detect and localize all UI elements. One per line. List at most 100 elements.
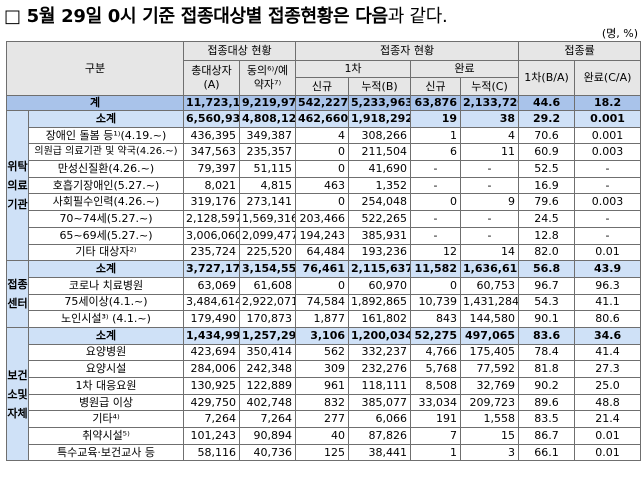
cell-r2: 0.001 [574, 126, 642, 145]
table-row: 의원급 의료기관 및 약국(4.26.~) 347,563 235,357 0 211,… [7, 143, 642, 162]
cell-b: 60,970 [348, 276, 411, 295]
row-label: 75세이상(4.1.~) [28, 293, 184, 312]
cell-n2: 1 [410, 443, 461, 462]
cell-n1: 0 [295, 193, 349, 212]
cell-a: 3,727,173 [183, 260, 240, 278]
table-row: 사회필수인력(4.26.~) 319,176 273,141 0 254,048 0 9 79… [7, 193, 642, 212]
cell-cc: 9 [459, 193, 520, 212]
cell-r2: - [574, 210, 642, 228]
cell-r2: 96.3 [574, 276, 642, 295]
cell-c: 402,748 [239, 393, 296, 412]
header-rate2: 완료(C/A) [574, 60, 642, 96]
cell-a: 2,128,597 [183, 210, 240, 228]
row-label: 소계 [28, 110, 184, 128]
table-row: 기타 대상자²⁾ 235,724 225,520 64,484 193,236 12 14 8… [7, 243, 642, 262]
subtotal-row: 보건소및자체소계1,434,9981,257,2933,1061,200,034… [6, 326, 642, 462]
row-label: 계 [6, 95, 184, 111]
table-row: 코로나 치료병원 63,069 61,608 0 60,970 0 60,753 96.7 96… [7, 276, 642, 295]
table-row: 노인시설³⁾ (4.1.~) 179,490 170,873 1,877 161,802… [7, 310, 642, 328]
row-label: 병원급 이상 [28, 393, 184, 412]
row-label: 소계 [28, 326, 184, 345]
row-label: 호흡기장애인(5.27.~) [28, 176, 184, 195]
cell-r1: 81.8 [518, 360, 576, 378]
row-label: 장애인 돌봄 등¹⁾(4.19.~) [28, 126, 184, 145]
cell-c: 242,348 [239, 360, 296, 378]
cell-b: 1,352 [348, 176, 411, 195]
row-label: 요양시설 [28, 360, 184, 378]
cell-c: 1,257,293 [239, 326, 296, 345]
page-title: □ 5월 29일 0시 기준 접종대상별 접종현황은 다음과 같다. [4, 6, 448, 27]
table-row: 병원급 이상 429,750 402,748 832 385,077 33,034 209,… [7, 393, 642, 412]
table-row: 취약시설⁵⁾ 101,243 90,894 40 87,826 7 15 86.7 0.01 [7, 427, 642, 445]
row-label: 70~74세(5.27.~) [28, 210, 184, 228]
cell-n1: 832 [295, 393, 349, 412]
cell-r2: 41.1 [574, 293, 642, 312]
cell-c: 350,414 [239, 343, 296, 362]
cell-b: 6,066 [348, 410, 411, 429]
cell-n2: 19 [410, 110, 461, 128]
subtotal-row: 접종센터소계3,727,1733,154,55276,4612,115,6371… [6, 260, 642, 328]
cell-c: 273,141 [239, 193, 296, 212]
cell-r2: 0.01 [574, 243, 642, 262]
header-rate1: 1차(B/A) [518, 60, 576, 96]
header-cum-b: 누적(B) [348, 77, 411, 96]
cell-n2: - [410, 226, 461, 245]
cell-c: 40,736 [239, 443, 296, 462]
cell-r2: 80.6 [574, 310, 642, 328]
cell-a: 8,021 [183, 176, 240, 195]
cell-b: 41,690 [348, 160, 411, 178]
cell-cc: 14 [459, 243, 520, 262]
cell-n2: 63,876 [410, 95, 461, 111]
cell-n1: 0 [295, 276, 349, 295]
cell-r1: 52.5 [518, 160, 576, 178]
cell-n2: 10,739 [410, 293, 461, 312]
cell-r2: - [574, 160, 642, 178]
cell-cc: 209,723 [459, 393, 520, 412]
cell-a: 6,560,933 [183, 110, 240, 128]
cell-b: 118,111 [348, 377, 411, 395]
cell-r2: 18.2 [574, 95, 642, 111]
cell-r2: 0.003 [574, 193, 642, 212]
cell-n1: 194,243 [295, 226, 349, 245]
cell-r1: 12.8 [518, 226, 576, 245]
cell-n2: 843 [410, 310, 461, 328]
cell-r2: 0.01 [574, 427, 642, 445]
cell-c: 1,569,316 [239, 210, 296, 228]
cell-a: 3,006,060 [183, 226, 240, 245]
cell-cc: 3 [459, 443, 520, 462]
cell-r1: 24.5 [518, 210, 576, 228]
cell-r1: 82.0 [518, 243, 576, 262]
cell-r2: 27.3 [574, 360, 642, 378]
cell-a: 1,434,998 [183, 326, 240, 345]
cell-cc: 1,431,284 [459, 293, 520, 312]
cell-n1: 125 [295, 443, 349, 462]
table-row: 요양병원 423,694 350,414 562 332,237 4,766 175,405… [7, 343, 642, 362]
cell-r2: 0.01 [574, 443, 642, 462]
cell-n2: 0 [410, 193, 461, 212]
cell-n2: 12 [410, 243, 461, 262]
header-gubun: 구분 [6, 41, 184, 96]
cell-n2: 33,034 [410, 393, 461, 412]
cell-b: 385,931 [348, 226, 411, 245]
cell-r1: 54.3 [518, 293, 576, 312]
cell-c: 2,099,477 [239, 226, 296, 245]
cell-c: 235,357 [239, 143, 296, 162]
cell-c: 225,520 [239, 243, 296, 262]
row-label: 코로나 치료병원 [28, 276, 184, 295]
row-label: 기타⁴⁾ [28, 410, 184, 429]
group-center: 접종센터 [6, 260, 29, 328]
cell-b: 38,441 [348, 443, 411, 462]
header-row-1: 구분 접종대상 현황 접종자 현황 접종률 [6, 41, 642, 96]
cell-b: 1,200,034 [348, 326, 411, 345]
cell-a: 7,264 [183, 410, 240, 429]
cell-a: 429,750 [183, 393, 240, 412]
cell-r1: 79.6 [518, 193, 576, 212]
cell-r2: 48.8 [574, 393, 642, 412]
cell-n2: - [410, 160, 461, 178]
cell-n1: 309 [295, 360, 349, 378]
cell-n1: 40 [295, 427, 349, 445]
cell-r1: 29.2 [518, 110, 576, 128]
row-label: 65~69세(5.27.~) [28, 226, 184, 245]
cell-cc: 32,769 [459, 377, 520, 395]
cell-a: 235,724 [183, 243, 240, 262]
